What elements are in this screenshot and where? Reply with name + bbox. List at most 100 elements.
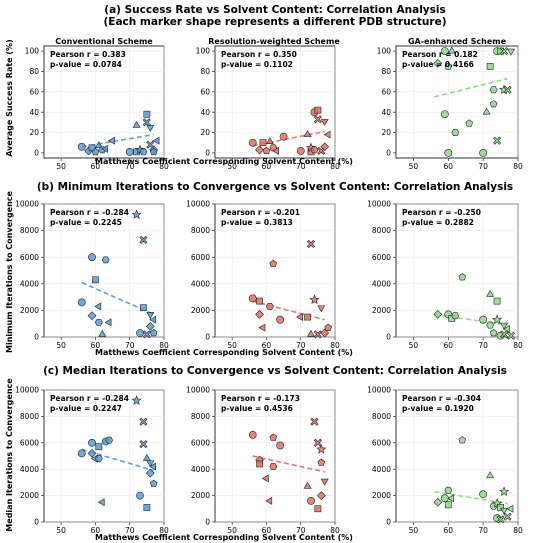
x-tick-label: 70	[296, 162, 306, 171]
subplot-c-1: 50 60 70 80 0 2000 4000 6000 8000 10000 Pearson r …	[15, 386, 169, 535]
pearson-r-label: Pearson r = -0.250	[402, 208, 481, 217]
x-tick-label: 50	[227, 526, 237, 535]
data-point-square	[92, 276, 99, 284]
plot-area	[43, 45, 165, 159]
data-point-pentagon	[269, 259, 278, 268]
x-tick-label: 80	[159, 162, 169, 171]
data-point-triangle-down	[146, 312, 155, 319]
data-point-circle	[279, 132, 288, 141]
x-tick-label: 80	[513, 341, 523, 350]
data-point-x	[313, 330, 322, 339]
data-point-circle	[296, 146, 305, 155]
y-tick-label: 10000	[367, 386, 391, 395]
data-point-pentagon	[269, 433, 278, 441]
data-point-x	[142, 330, 151, 339]
data-point-triangle-down	[320, 478, 329, 486]
x-tick-label: 50	[56, 341, 66, 350]
data-point-hexagon	[269, 463, 278, 470]
p-value-label: p-value = 0.2245	[50, 218, 122, 227]
data-point-triangle-up	[486, 289, 495, 297]
data-point-star	[131, 209, 142, 219]
pearson-r-label: Pearson r = 0.350	[221, 50, 297, 59]
data-point-pentagon	[149, 147, 158, 156]
data-point-x	[503, 512, 512, 521]
x-axis-label-row-b: Matthews Coefficient Corresponding Solve…	[95, 348, 353, 357]
data-point-pentagon	[444, 62, 453, 70]
data-point-diamond	[87, 311, 97, 321]
y-tick-label: 20	[29, 128, 39, 137]
data-point-x	[310, 417, 319, 426]
y-tick-label: 6000	[20, 253, 39, 262]
p-value-label: p-value = 0.2882	[402, 218, 474, 227]
data-point-circle	[77, 142, 86, 151]
p-value-label: p-value = 0.4166	[402, 60, 474, 69]
y-tick-label: 0	[205, 149, 210, 158]
data-point-hexagon	[101, 256, 110, 264]
y-tick-label: 6000	[372, 253, 391, 262]
data-point-star	[131, 395, 142, 405]
subplot-c-2: 50 60 70 80 0 2000 4000 6000 8000 10000 Pearson r …	[186, 386, 340, 535]
y-tick-label: 0	[34, 333, 39, 342]
x-tick-label: 60	[444, 341, 454, 350]
y-tick-label: 4000	[372, 465, 391, 474]
subplot-a-2: 50 60 70 80 0 20 40 60 80 100 Pearson r = 0.350p-v…	[196, 45, 340, 171]
data-point-diamond	[320, 142, 330, 152]
p-value-label: p-value = 0.1920	[402, 404, 474, 413]
subplot-b-1: 50 60 70 80 0 2000 4000 6000 8000 10000 Pearson r …	[15, 200, 169, 350]
data-point-square	[143, 110, 151, 118]
data-point-triangle-up	[303, 130, 312, 137]
x-tick-label: 50	[409, 341, 419, 350]
data-point-triangle-left	[265, 496, 273, 505]
trend-line	[252, 455, 325, 473]
y-tick-label: 6000	[20, 438, 39, 447]
data-point-hexagon	[451, 312, 460, 320]
y-tick-label: 60	[29, 87, 39, 96]
x-tick-label: 70	[125, 162, 135, 171]
y-tick-label: 2000	[191, 491, 210, 500]
data-point-diamond	[320, 328, 330, 338]
data-point-x	[139, 440, 148, 449]
y-tick-label: 2000	[20, 306, 39, 315]
data-point-triangle-left	[323, 130, 331, 139]
data-point-hexagon	[444, 486, 453, 494]
data-point-triangle-down	[146, 125, 155, 133]
data-point-hexagon	[105, 436, 114, 444]
y-tick-label: 60	[200, 87, 210, 96]
data-point-square	[493, 297, 501, 305]
y-tick-label: 10000	[186, 386, 210, 395]
y-tick-label: 0	[205, 518, 210, 527]
y-tick-label: 20	[200, 128, 210, 137]
subplot-title-ga-enhanced: GA-enhanced Scheme	[408, 37, 507, 46]
y-tick-label: 4000	[372, 279, 391, 288]
data-point-circle	[440, 47, 449, 55]
y-tick-label: 0	[205, 333, 210, 342]
data-point-pentagon	[489, 329, 498, 337]
data-point-triangle-left	[97, 498, 105, 507]
data-point-circle	[136, 491, 144, 500]
x-tick-label: 80	[513, 526, 523, 535]
data-point-triangle-left	[447, 494, 455, 503]
data-point-triangle-left	[258, 323, 266, 332]
y-tick-label: 80	[381, 67, 391, 76]
y-tick-label: 80	[29, 67, 39, 76]
data-point-diamond	[255, 310, 264, 319]
data-point-star	[492, 314, 503, 324]
y-tick-label: 6000	[191, 253, 210, 262]
data-point-star	[499, 486, 510, 496]
data-point-triangle-down	[500, 322, 509, 330]
x-tick-label: 70	[296, 526, 306, 535]
y-axis-label-row-c: Median Iterations to Convergence	[5, 378, 14, 532]
data-point-circle	[440, 110, 449, 119]
data-point-x	[493, 136, 502, 145]
data-point-square	[256, 460, 263, 468]
y-tick-label: 0	[34, 149, 39, 158]
data-point-square	[95, 443, 103, 451]
trend-line	[252, 300, 325, 321]
data-point-square	[314, 106, 322, 114]
x-axis-label-row-c: Matthews Coefficient Corresponding Solve…	[95, 533, 353, 542]
data-point-square	[259, 139, 267, 147]
y-tick-label: 60	[381, 87, 391, 96]
y-tick-label: 40	[200, 108, 210, 117]
x-tick-label: 60	[262, 341, 272, 350]
